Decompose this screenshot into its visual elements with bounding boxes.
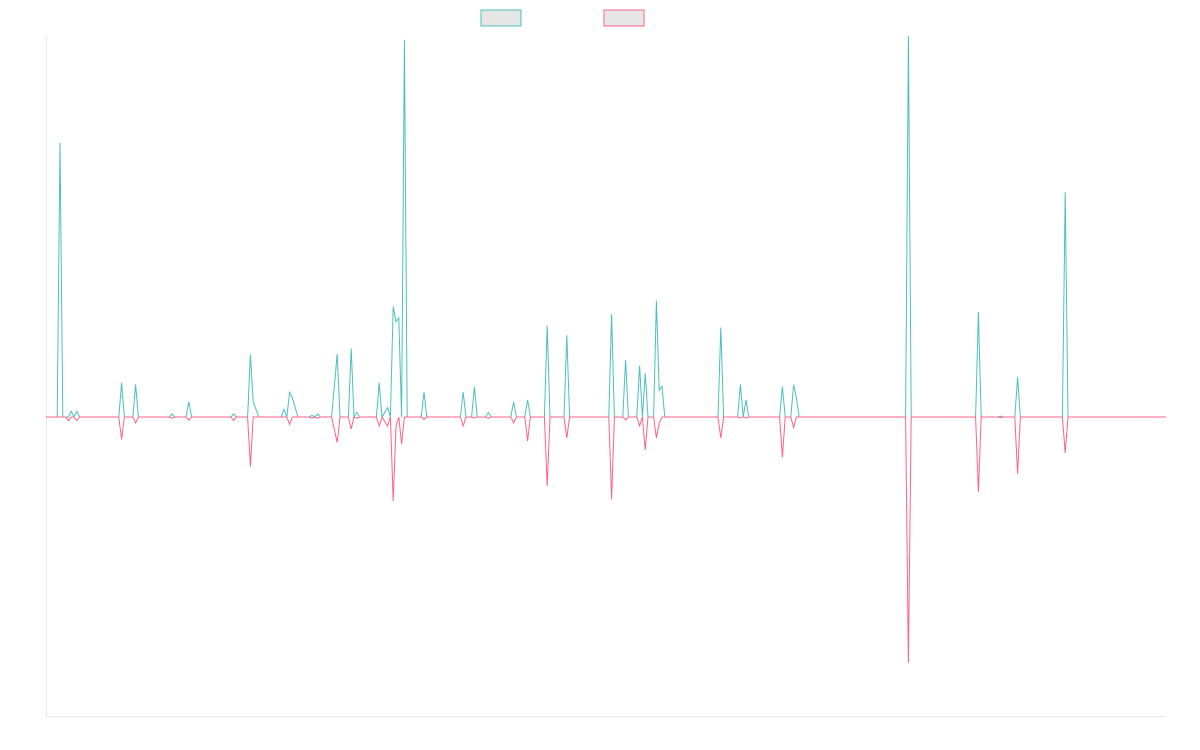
series-1-line — [46, 35, 1166, 419]
series-2-line — [46, 415, 1166, 664]
legend-swatch-series-2[interactable] — [603, 9, 645, 27]
plot-area — [46, 35, 1166, 664]
axes — [46, 36, 1166, 717]
legend-swatch-series-1[interactable] — [480, 9, 522, 27]
legend — [480, 9, 645, 27]
